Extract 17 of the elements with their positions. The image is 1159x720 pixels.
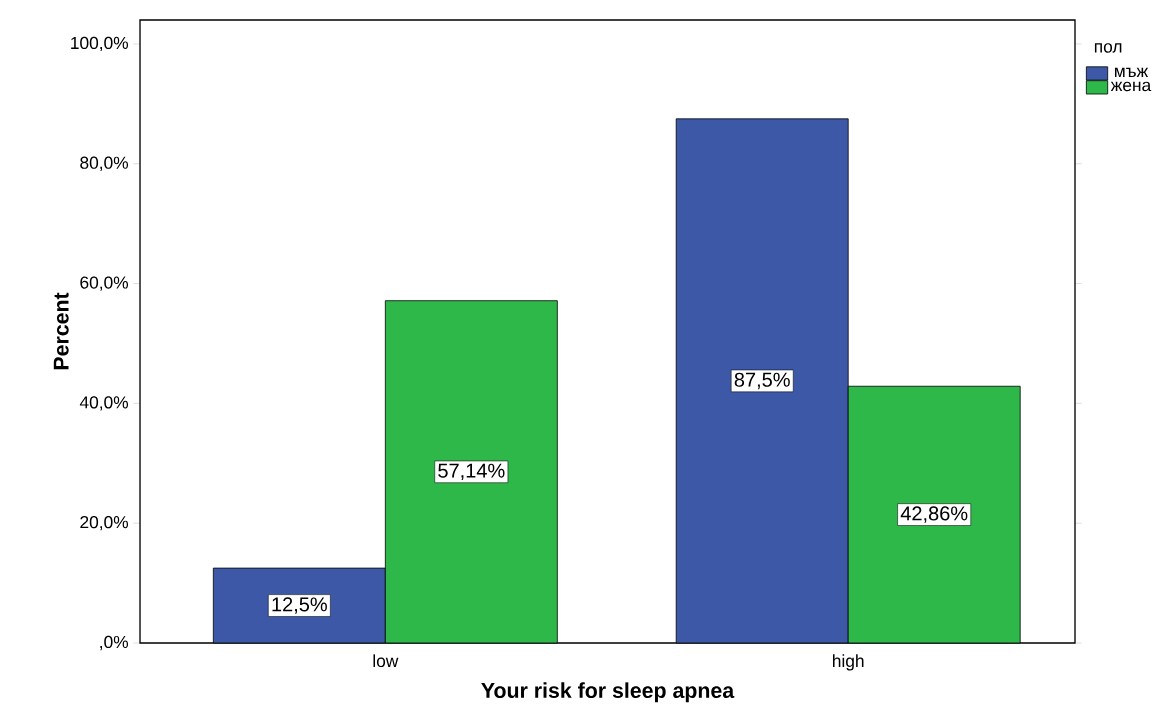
x-tick-label: low [373, 654, 399, 668]
data-label: 12,5% [272, 597, 327, 614]
y-tick-label: ,0% [100, 635, 129, 651]
legend-label: жена [1110, 81, 1152, 92]
data-label: 87,5% [734, 372, 790, 390]
y-axis-title: Percent [53, 292, 69, 370]
y-tick-label: 40,0% [79, 396, 129, 411]
x-axis-title: Your risk for sleep apnea [481, 682, 735, 703]
x-tick-label: high [833, 654, 864, 671]
y-tick-label: 60,0% [80, 276, 129, 291]
legend-title: пол [1094, 43, 1122, 53]
y-tick-label: 100,0% [71, 36, 129, 52]
legend-label: мъж [1114, 67, 1149, 78]
data-label: 42,86% [900, 506, 968, 523]
data-label: 57,14% [438, 463, 505, 481]
y-tick-label: 80,0% [80, 156, 129, 171]
y-tick-label: 20,0% [80, 516, 129, 531]
